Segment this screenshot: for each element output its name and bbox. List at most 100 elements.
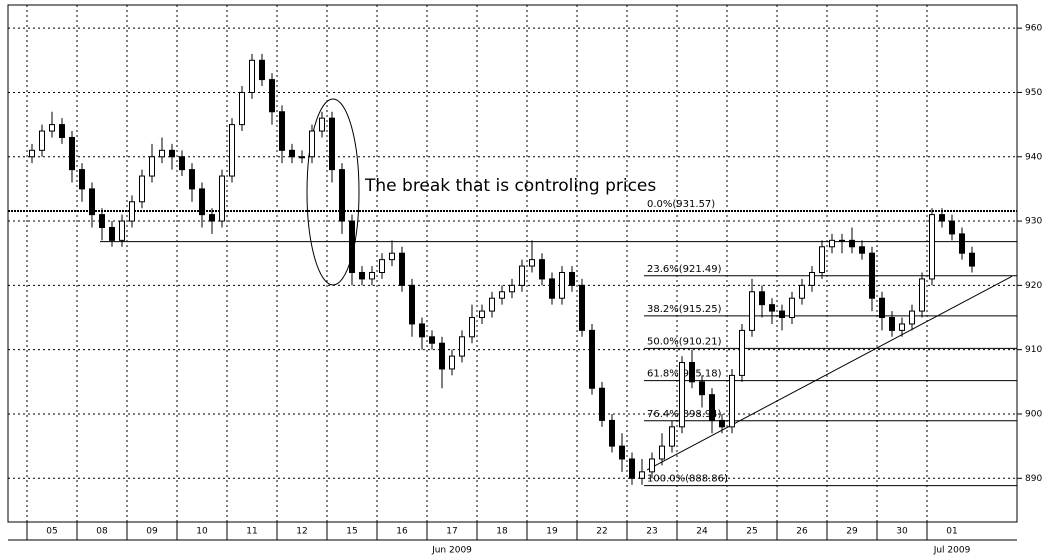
candle-body [369,272,375,280]
candle-body [139,175,145,203]
candle-body [969,252,975,267]
candle-body [189,169,195,190]
candle-body [509,284,515,293]
x-tick-label: 08 [96,527,108,537]
candle-body [39,130,45,151]
x-tick-label: 05 [46,527,57,537]
x-tick-label: 22 [596,527,607,537]
candle-body [889,317,895,331]
y-tick-label: 920 [1025,281,1042,291]
candle-body [309,130,315,158]
candle-body [499,291,505,299]
x-tick-label: 16 [396,527,408,537]
candle-body [279,111,285,151]
candle-body [739,329,745,376]
candle-body [249,59,255,93]
fib-label: 50.0%(910.21) [647,336,722,347]
x-tick-label: 15 [346,527,357,537]
candle-body [49,124,55,132]
candle-body [489,297,495,312]
candle-body [859,246,865,254]
candle-body [629,458,635,479]
candle-body [879,297,885,319]
candle-body [549,278,555,299]
candle-body [799,284,805,299]
candle-body [89,188,95,216]
candle-body [899,323,905,331]
candle-body [709,394,715,421]
candle-body [469,317,475,338]
y-tick-label: 930 [1025,217,1042,227]
candle-body [269,79,275,113]
candle-body [699,381,705,396]
candle-body [319,117,325,132]
candle-body [669,426,675,447]
candle-body [589,329,595,389]
candle-body [619,445,625,460]
candle-body [689,362,695,383]
x-tick-label: 25 [746,527,757,537]
y-tick-label: 940 [1025,152,1042,162]
candle-body [69,136,75,171]
candle-body [149,156,155,177]
candle-body [649,458,655,473]
candle-body [239,91,245,126]
y-tick-label: 890 [1025,474,1042,484]
candle-body [839,239,845,242]
candle-body [779,310,785,319]
candle-body [849,239,855,248]
candle-body [529,259,535,267]
candle-body [289,149,295,158]
x-tick-label: 24 [696,527,708,537]
candle-body [939,214,945,222]
y-tick-label: 910 [1025,345,1042,355]
candle-body [419,323,425,338]
candle-body [299,156,305,159]
candle-body [359,272,365,280]
candle-body [449,355,455,370]
candle-body [679,362,685,428]
fib-label: 0.0%(931.57) [647,199,715,210]
month-label: Jun 2009 [431,546,472,556]
candle-body [819,246,825,274]
y-tick-label: 960 [1025,24,1042,34]
candle-body [459,336,465,357]
candle-body [429,336,435,344]
candle-body [729,374,735,428]
annotation: The break that is controling prices [364,176,656,196]
candle-body [259,59,265,81]
candle-body [599,387,605,421]
x-tick-label: 11 [246,527,257,537]
candle-body [759,291,765,306]
candle-body [209,214,215,222]
candle-body [109,226,115,241]
fib-label: 38.2%(915.25) [647,304,722,315]
candle-body [229,124,235,177]
candle-body [959,233,965,254]
candle-body [389,252,395,261]
x-tick-label: 23 [646,527,657,537]
candle-body [559,272,565,299]
candle-body [99,214,105,228]
fib-label: 23.6%(921.49) [647,264,722,275]
x-tick-label: 10 [196,527,208,537]
candle-body [929,214,935,280]
candle-body [659,445,665,460]
candle-body [29,149,35,158]
trendline [646,275,1013,471]
fib-label: 100.0%(888.86) [647,474,728,485]
candle-body [179,156,185,171]
y-tick-label: 950 [1025,88,1042,98]
candle-body [79,169,85,190]
candle-body [569,272,575,286]
candle-body [519,265,525,286]
x-tick-label: 18 [496,527,508,537]
candle-body [219,175,225,222]
candle-body [869,252,875,299]
candle-body [949,220,955,235]
month-label: Jul 2009 [933,546,971,556]
candle-body [119,220,125,241]
x-tick-label: 17 [446,527,457,537]
candle-body [59,124,65,138]
